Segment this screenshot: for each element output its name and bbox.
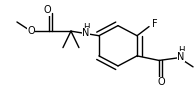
Text: N: N	[82, 28, 90, 38]
Text: O: O	[27, 26, 35, 36]
Text: F: F	[152, 19, 158, 29]
Text: O: O	[157, 77, 165, 87]
Text: H: H	[178, 46, 184, 55]
Text: O: O	[43, 5, 51, 15]
Text: H: H	[83, 23, 89, 31]
Text: N: N	[177, 52, 185, 62]
